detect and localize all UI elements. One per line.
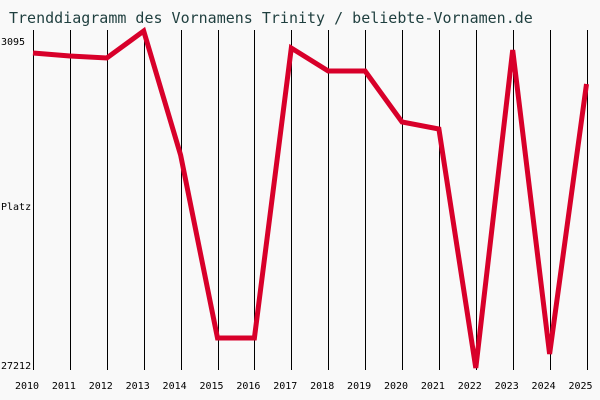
x-tick-label: 2013 xyxy=(125,381,150,392)
x-tick-label: 2024 xyxy=(531,381,556,392)
x-tick-label: 2018 xyxy=(310,381,335,392)
y-tick-bottom: 27212 xyxy=(1,361,32,372)
x-tick-label: 2019 xyxy=(347,381,372,392)
x-tick-label: 2025 xyxy=(568,381,593,392)
x-tick-label: 2010 xyxy=(14,381,40,392)
x-tick-label: 2017 xyxy=(273,381,298,392)
series-line xyxy=(32,26,589,369)
chart-title: Trenddiagramm des Vornamens Trinity / be… xyxy=(9,9,533,27)
x-tick-label: 2020 xyxy=(383,381,409,392)
x-tick-label: 2023 xyxy=(494,381,519,392)
x-tick-label: 2015 xyxy=(199,381,224,392)
y-tick-top: 3095 xyxy=(1,37,26,48)
x-tick-label: 2022 xyxy=(457,381,482,392)
x-tick-label: 2014 xyxy=(162,381,187,392)
x-tick-label: 2011 xyxy=(51,381,76,392)
x-tick-label: 2016 xyxy=(236,381,261,392)
x-tick-label: 2021 xyxy=(420,381,445,392)
x-tick-label: 2012 xyxy=(88,381,113,392)
y-axis-label: Platz xyxy=(1,202,32,213)
